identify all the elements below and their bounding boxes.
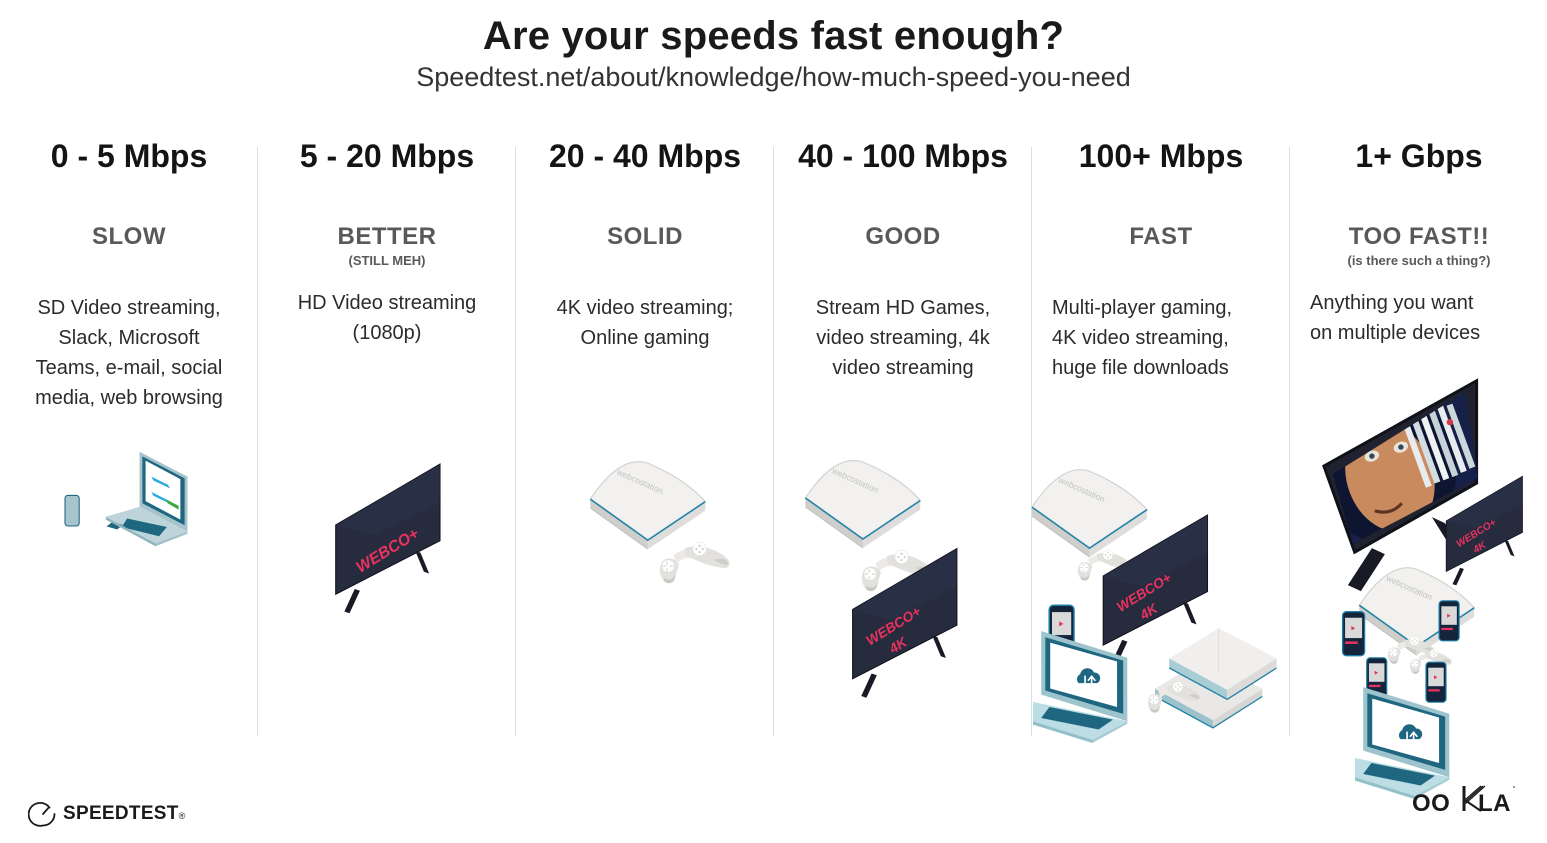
svg-text:OO: OO (1412, 790, 1450, 817)
svg-text:LA: LA (1478, 790, 1511, 817)
